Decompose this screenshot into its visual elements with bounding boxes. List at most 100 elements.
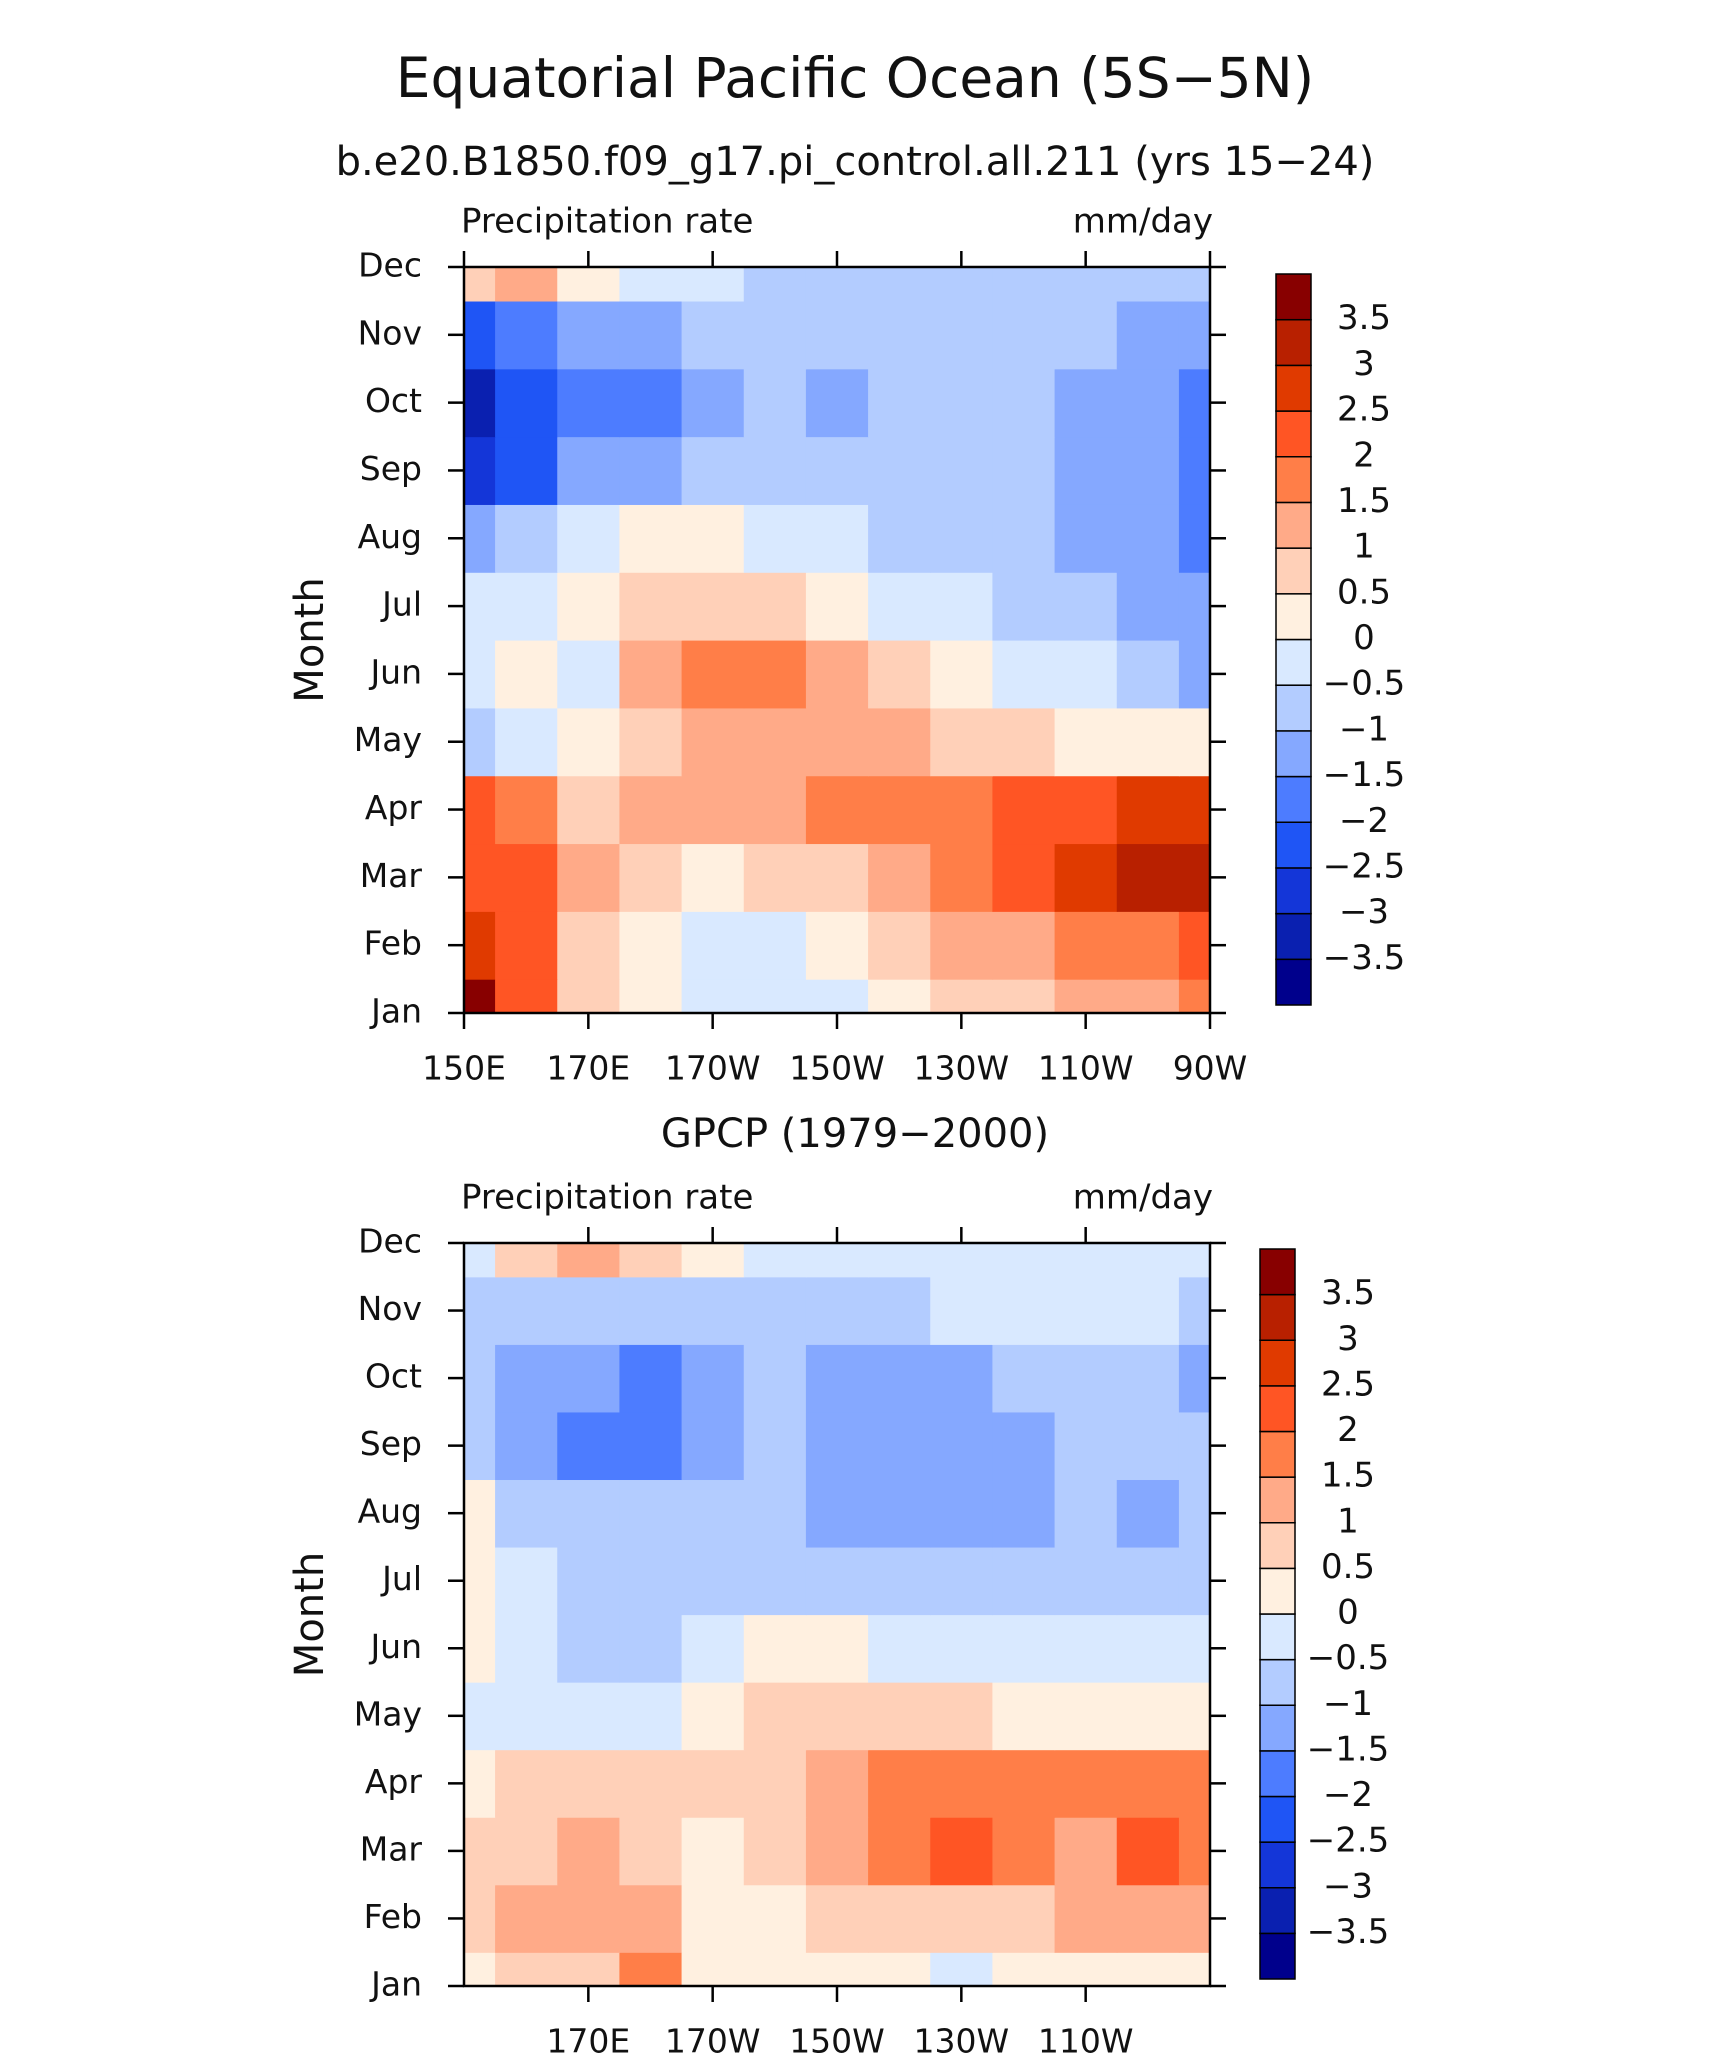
contour-cell: [805, 1546, 869, 1616]
contour-cell: [557, 1243, 621, 1278]
contour-cell: [681, 572, 745, 641]
contour-cell: [1116, 1546, 1180, 1616]
colorbar-box: [1275, 410, 1312, 458]
colorbar-box: [1259, 1522, 1296, 1570]
contour-cell: [681, 1411, 745, 1481]
contour-cell: [1116, 1884, 1180, 1953]
x-tick-label: 150W: [789, 1049, 885, 1088]
contour-cell: [557, 504, 621, 573]
contour-cell: [495, 1276, 558, 1345]
contour-cell: [743, 1479, 807, 1548]
contour-cell: [805, 1952, 869, 1987]
contour-cell: [1054, 1344, 1118, 1413]
colorbar-box: [1259, 1293, 1296, 1341]
colorbar-label: 2.5: [1337, 390, 1391, 430]
x-tick-label: 150E: [422, 1049, 506, 1088]
contour-cell: [992, 300, 1056, 370]
contour-cell: [868, 1411, 931, 1481]
contour-cell: [464, 1546, 496, 1616]
x-tick-label: 130W: [914, 2022, 1010, 2059]
contour-cell: [805, 267, 869, 302]
contour-cell: [619, 979, 683, 1014]
colorbar-label: 1.5: [1337, 481, 1391, 521]
contour-cell: [805, 1749, 869, 1818]
colorbar-box: [1259, 1248, 1296, 1296]
contour-cell: [805, 504, 869, 573]
contour-cell: [495, 436, 558, 505]
contour-cell: [619, 300, 683, 370]
contour-cell: [1116, 640, 1180, 709]
contour-cell: [868, 1884, 931, 1953]
colorbar-label: 1: [1337, 1501, 1359, 1541]
contour-cell: [681, 707, 745, 777]
contour-cell: [1116, 1276, 1180, 1345]
contour-cell: [743, 267, 807, 302]
colorbar-box: [1259, 1658, 1296, 1706]
contour-cell: [868, 1682, 931, 1751]
contour-cell: [930, 436, 994, 505]
contour-cell: [1116, 368, 1180, 438]
contour-cell: [464, 911, 496, 980]
contour-cell: [681, 1546, 745, 1616]
contour-cell: [495, 1411, 558, 1481]
contour-cell: [1178, 572, 1211, 641]
contour-cell: [1054, 911, 1118, 980]
contour-cell: [619, 504, 683, 573]
contour-cell: [805, 1411, 869, 1481]
contour-cell: [464, 1276, 496, 1345]
contour-cell: [1054, 436, 1118, 505]
colorbar-label: −3.5: [1323, 938, 1406, 978]
contour-cell: [930, 1952, 994, 1987]
right-label: mm/day: [1073, 202, 1213, 242]
colorbar-box: [1275, 501, 1312, 549]
contour-cell: [743, 1749, 807, 1818]
contour-cell: [992, 843, 1056, 912]
y-tick-label: Dec: [358, 1222, 422, 1261]
contour-cell: [992, 1276, 1056, 1345]
contour-cell: [1178, 1479, 1211, 1548]
contour-cell: [557, 1817, 621, 1886]
contour-cell: [619, 1614, 683, 1683]
contour-cell: [495, 504, 558, 573]
colorbar-label: 3: [1353, 344, 1375, 384]
contour-cell: [557, 979, 621, 1014]
contour-cell: [743, 1952, 807, 1987]
contour-cell: [805, 300, 869, 370]
contour-cell: [868, 979, 931, 1014]
contour-cell: [495, 1749, 558, 1818]
contour-cell: [1054, 707, 1118, 777]
contour-cell: [557, 267, 621, 302]
contour-cell: [1116, 843, 1180, 912]
contour-cell: [681, 911, 745, 980]
contour-cell: [495, 640, 558, 709]
colorbar-box: [1259, 1567, 1296, 1615]
contour-cell: [1178, 1884, 1211, 1953]
contour-cell: [1178, 1276, 1211, 1345]
contour-cell: [868, 1817, 931, 1886]
contour-cell: [805, 843, 869, 912]
colorbar-label: 1.5: [1321, 1456, 1375, 1496]
contour-cell: [557, 911, 621, 980]
contour-cell: [619, 436, 683, 505]
colorbar-box: [1259, 1476, 1296, 1524]
y-tick-label: Apr: [365, 788, 423, 827]
contour-cell: [992, 572, 1056, 641]
colorbar-label: −1: [1339, 709, 1389, 749]
contour-cell: [805, 1276, 869, 1345]
colorbar-label: −2: [1339, 801, 1389, 841]
contour-cell: [681, 1749, 745, 1818]
contour-cell: [743, 640, 807, 709]
contour-cell: [619, 1411, 683, 1481]
contour-cell: [557, 707, 621, 777]
contour-cell: [930, 1344, 994, 1413]
contour-cell: [992, 640, 1056, 709]
contour-cell: [868, 572, 931, 641]
contour-cell: [930, 368, 994, 438]
y-tick-label: May: [354, 1694, 422, 1733]
contour-cell: [1178, 640, 1211, 709]
contour-cell: [619, 1884, 683, 1953]
y-tick-label: Nov: [358, 313, 422, 352]
contour-cell: [681, 1243, 745, 1278]
colorbar-label: −3: [1323, 1866, 1373, 1906]
contour-cell: [681, 979, 745, 1014]
